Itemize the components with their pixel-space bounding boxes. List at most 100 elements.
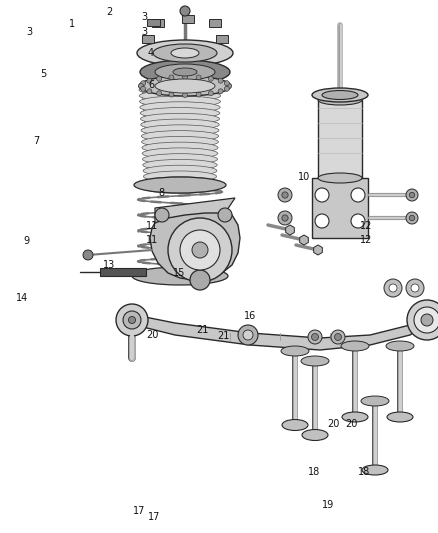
Bar	[318, 100, 362, 178]
Text: 7: 7	[33, 136, 39, 146]
Ellipse shape	[362, 465, 388, 475]
Ellipse shape	[312, 88, 368, 102]
Ellipse shape	[140, 60, 230, 84]
Text: 18: 18	[308, 467, 321, 477]
Text: 13: 13	[102, 261, 115, 270]
Text: 4: 4	[148, 49, 154, 58]
Ellipse shape	[141, 125, 219, 136]
Circle shape	[389, 284, 397, 292]
Text: 11: 11	[146, 235, 159, 245]
Text: 17: 17	[148, 512, 160, 522]
Circle shape	[407, 300, 438, 340]
Circle shape	[128, 317, 135, 324]
Ellipse shape	[171, 48, 199, 58]
Ellipse shape	[144, 182, 216, 193]
Text: 21: 21	[196, 326, 208, 335]
Circle shape	[414, 307, 438, 333]
Polygon shape	[135, 315, 425, 350]
Circle shape	[83, 250, 93, 260]
Circle shape	[351, 188, 365, 202]
Polygon shape	[152, 19, 164, 27]
Ellipse shape	[318, 173, 362, 183]
Circle shape	[406, 279, 424, 297]
Text: 21: 21	[217, 331, 230, 341]
Ellipse shape	[139, 90, 221, 101]
Circle shape	[157, 91, 162, 96]
Circle shape	[409, 215, 415, 221]
Ellipse shape	[281, 346, 309, 356]
Circle shape	[278, 188, 292, 202]
Polygon shape	[216, 35, 228, 43]
Ellipse shape	[141, 131, 219, 142]
Ellipse shape	[153, 44, 217, 62]
Circle shape	[196, 75, 201, 80]
Circle shape	[282, 215, 288, 221]
Circle shape	[190, 270, 210, 290]
Circle shape	[384, 279, 402, 297]
Circle shape	[147, 78, 152, 83]
Ellipse shape	[302, 430, 328, 440]
Ellipse shape	[282, 419, 308, 431]
Circle shape	[116, 304, 148, 336]
Circle shape	[138, 84, 144, 88]
Circle shape	[335, 334, 342, 341]
Bar	[100, 268, 146, 276]
Ellipse shape	[143, 165, 217, 176]
Ellipse shape	[342, 412, 368, 422]
Circle shape	[155, 208, 169, 222]
Ellipse shape	[143, 159, 217, 171]
Circle shape	[278, 211, 292, 225]
Circle shape	[183, 75, 187, 79]
Polygon shape	[155, 198, 235, 223]
Ellipse shape	[141, 136, 219, 148]
Ellipse shape	[318, 95, 362, 105]
Circle shape	[308, 330, 322, 344]
Circle shape	[196, 92, 201, 97]
Text: 16: 16	[244, 311, 257, 320]
Circle shape	[226, 84, 232, 88]
Text: 12: 12	[360, 235, 372, 245]
Ellipse shape	[142, 148, 218, 159]
Ellipse shape	[155, 64, 215, 80]
Circle shape	[421, 314, 433, 326]
Text: 10: 10	[298, 172, 311, 182]
Circle shape	[169, 75, 174, 80]
Polygon shape	[209, 19, 221, 27]
Ellipse shape	[139, 76, 231, 96]
Text: 11: 11	[146, 221, 159, 231]
Circle shape	[208, 91, 213, 96]
Ellipse shape	[322, 91, 358, 100]
Polygon shape	[182, 15, 194, 23]
Ellipse shape	[140, 108, 220, 118]
Text: 3: 3	[27, 27, 33, 37]
Text: 3: 3	[141, 27, 148, 37]
Text: 3: 3	[141, 12, 148, 22]
Text: 18: 18	[358, 467, 371, 477]
Circle shape	[208, 76, 213, 81]
Polygon shape	[147, 19, 160, 26]
Polygon shape	[312, 178, 368, 238]
Polygon shape	[150, 213, 240, 280]
Circle shape	[224, 80, 230, 86]
Ellipse shape	[137, 40, 233, 66]
Text: 12: 12	[360, 221, 372, 231]
Text: 8: 8	[158, 188, 164, 198]
Circle shape	[180, 6, 190, 16]
Ellipse shape	[155, 79, 215, 93]
Ellipse shape	[143, 171, 216, 182]
Ellipse shape	[142, 142, 218, 153]
Circle shape	[192, 242, 208, 258]
Text: 9: 9	[23, 236, 29, 246]
Ellipse shape	[132, 267, 228, 285]
Circle shape	[351, 214, 365, 228]
Circle shape	[218, 89, 223, 94]
Ellipse shape	[140, 96, 220, 107]
Polygon shape	[314, 245, 322, 255]
Circle shape	[123, 311, 141, 329]
Ellipse shape	[134, 177, 226, 193]
Ellipse shape	[387, 412, 413, 422]
Ellipse shape	[140, 102, 220, 113]
Circle shape	[157, 76, 162, 81]
Circle shape	[282, 192, 288, 198]
Circle shape	[331, 330, 345, 344]
